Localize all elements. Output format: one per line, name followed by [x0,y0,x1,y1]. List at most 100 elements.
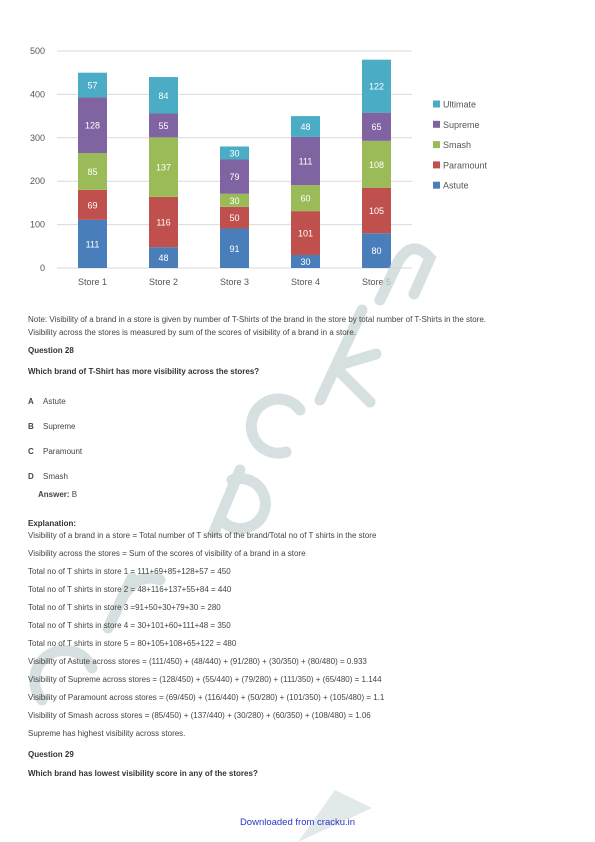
x-tick-label: Store 5 [362,277,391,287]
explanation-line: Visibility of Paramount across stores = … [28,693,385,702]
bar-segment [220,146,249,160]
data-label: 105 [369,206,384,216]
data-label: 55 [158,121,168,131]
legend-swatch [433,181,440,189]
explanation-line: Visibility across the stores = Sum of th… [28,549,306,558]
answer-label: Answer: [38,490,70,499]
data-label: 80 [371,246,381,256]
bar-segment [362,112,391,141]
y-tick-label: 0 [40,263,45,273]
data-label: 85 [87,167,97,177]
bar-segment [362,187,391,234]
explanation-line: Total no of T shirts in store 2 = 48+116… [28,585,232,594]
bar-segment [291,185,320,212]
x-tick-label: Store 4 [291,277,320,287]
y-tick-label: 500 [30,46,45,56]
data-label: 79 [229,172,239,182]
explanation-line: Visibility of Astute across stores = (11… [28,657,367,666]
bar-segment [220,159,249,194]
y-tick-label: 200 [30,176,45,186]
option-b-letter: B [28,422,34,431]
bar-segment [78,189,107,220]
data-label: 30 [229,196,239,206]
legend-label: Supreme [443,120,480,130]
data-label: 60 [300,194,310,204]
legend-swatch [433,120,440,128]
explanation-line: Total no of T shirts in store 3 =91+50+3… [28,603,221,612]
stacked-bar-chart: 0 100 200 300 400 500 111 69 85 128 57 Store 1 48 116… [30,46,488,287]
data-label: 91 [229,244,239,254]
question-28-label: Question 28 [28,346,74,355]
data-label: 128 [85,121,100,131]
x-tick-label: Store 1 [78,277,107,287]
bar-segment [291,211,320,255]
bar-segment [149,77,178,114]
option-a-text: Astute [43,397,66,406]
data-label: 30 [229,148,239,158]
data-label: 108 [369,160,384,170]
explanation-line: Supreme has highest visibility across st… [28,729,186,738]
bar-segment [291,254,320,268]
explanation-title: Explanation: [28,519,77,528]
legend-label: Smash [443,140,471,150]
note-line-2: Visibility across the stores is measured… [28,328,356,337]
data-label: 116 [156,217,170,227]
legend-swatch [433,100,440,108]
bar-segment [220,193,249,207]
answer-value: B [71,490,78,499]
question-29-text: Which brand has lowest visibility score … [28,769,258,778]
x-tick-label: Store 2 [149,277,178,287]
question-29-label: Question 29 [28,750,74,759]
explanation-line: Total no of T shirts in store 4 = 30+101… [28,621,231,630]
option-b[interactable]: B Supreme [28,422,75,431]
legend-label: Paramount [443,160,488,170]
data-label: 48 [158,253,168,263]
bar-segment [78,72,107,98]
legend-label: Ultimate [443,100,476,110]
bar-segment [78,97,107,153]
data-label: 84 [158,91,168,101]
data-label: 69 [87,200,97,210]
note-line-1: Note: Visibility of a brand in a store i… [28,315,487,324]
option-c-text: Paramount [43,447,83,456]
question-28-text: Which brand of T-Shirt has more visibili… [28,367,260,376]
option-a[interactable]: A Astute [28,397,66,406]
option-c-letter: C [28,447,34,456]
y-tick-label: 400 [30,89,45,99]
data-label: 50 [229,213,239,223]
bar-segment [362,59,391,113]
option-c[interactable]: C Paramount [28,447,82,456]
data-label: 65 [371,122,381,132]
bar-segment [149,196,178,248]
data-label: 101 [298,229,313,239]
legend-swatch [433,141,440,149]
data-label: 48 [300,122,310,132]
bar-segment [291,136,320,186]
x-tick-label: Store 3 [220,277,249,287]
explanation-line: Visibility of Smash across stores = (85/… [28,711,371,720]
bar-segment [149,137,178,197]
option-d-text: Smash [43,472,68,481]
bar-segment [220,228,249,268]
option-d-letter: D [28,472,34,481]
data-label: 122 [369,82,384,92]
bar-segment [291,116,320,137]
bar-segment [149,113,178,138]
bar-segment [78,219,107,268]
bar-segment [220,206,249,229]
answer: Answer: B [38,490,77,499]
option-b-text: Supreme [43,422,76,431]
data-label: 137 [156,163,171,173]
explanation-line: Total no of T shirts in store 5 = 80+105… [28,639,237,648]
legend-swatch [433,161,440,169]
explanation-line: Visibility of a brand in a store = Total… [28,531,377,540]
bar-segment [362,140,391,188]
bar-segment [149,247,178,268]
y-tick-label: 300 [30,133,45,143]
y-tick-label: 100 [30,220,45,230]
data-label: 111 [86,239,100,249]
explanation-line: Total no of T shirts in store 1 = 111+69… [28,567,231,576]
option-d[interactable]: D Smash [28,472,68,481]
explanation-line: Visibility of Supreme across stores = (1… [28,675,382,684]
footer-link[interactable]: Downloaded from cracku.in [239,817,356,828]
